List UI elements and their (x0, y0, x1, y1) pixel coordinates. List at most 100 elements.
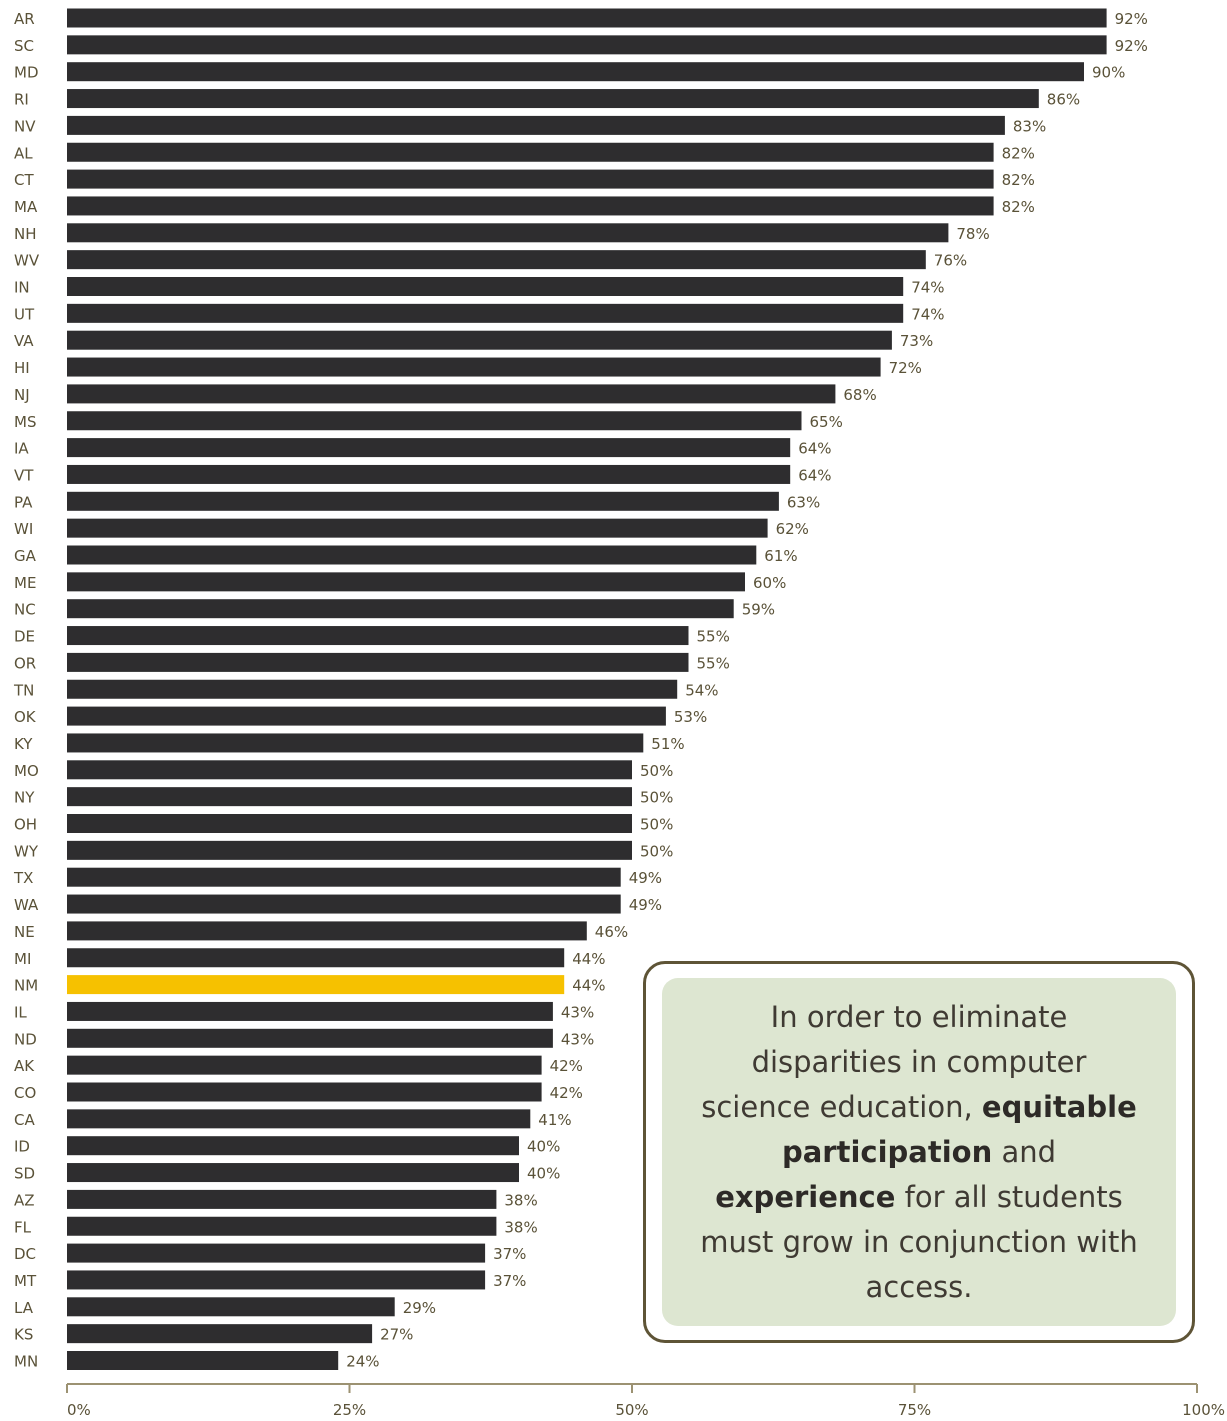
value-label-nj: 68% (843, 386, 876, 404)
bar-mi (67, 948, 565, 968)
category-label-ak: AK (14, 1057, 35, 1075)
bar-ri (67, 89, 1039, 109)
value-label-ma: 82% (1002, 198, 1035, 216)
value-label-ks: 27% (380, 1326, 413, 1344)
bar-ut (67, 303, 904, 323)
bar-ne (67, 921, 587, 941)
category-label-ne: NE (14, 923, 35, 941)
category-label-fl: FL (14, 1218, 32, 1236)
category-label-nh: NH (14, 225, 37, 243)
value-label-ut: 74% (911, 305, 944, 323)
category-label-ny: NY (14, 789, 35, 807)
bar-tn (67, 679, 678, 699)
value-label-mi: 44% (572, 950, 605, 968)
category-label-me: ME (14, 574, 36, 592)
value-label-ms: 65% (810, 413, 843, 431)
value-label-vt: 64% (798, 466, 831, 484)
category-label-nd: ND (14, 1030, 37, 1048)
value-label-tn: 54% (685, 681, 718, 699)
bar-tx (67, 867, 621, 887)
category-label-sd: SD (14, 1165, 35, 1183)
value-label-nd: 43% (561, 1030, 594, 1048)
category-label-co: CO (14, 1084, 36, 1102)
bar-ar (67, 8, 1107, 28)
value-label-hi: 72% (889, 359, 922, 377)
category-label-tn: TN (13, 681, 34, 699)
callout-box: In order to eliminate disparities in com… (643, 961, 1195, 1343)
callout-text: In order to eliminate disparities in com… (699, 995, 1139, 1310)
value-label-md: 90% (1092, 64, 1125, 82)
callout-bold-1: equitable participation (781, 1089, 1137, 1169)
bar-me (67, 572, 745, 592)
bar-ma (67, 196, 994, 216)
category-label-ks: KS (14, 1326, 33, 1344)
value-label-fl: 38% (504, 1218, 537, 1236)
value-label-wv: 76% (934, 252, 967, 270)
category-label-mt: MT (14, 1272, 37, 1290)
category-label-ms: MS (14, 413, 36, 431)
bar-wv (67, 250, 926, 270)
category-label-ia: IA (14, 440, 29, 458)
value-label-nm: 44% (572, 977, 605, 995)
bar-nm (67, 975, 565, 995)
bar-id (67, 1136, 519, 1156)
x-tick-label-50: 50% (615, 1401, 648, 1419)
bar-nc (67, 599, 734, 619)
bar-ok (67, 706, 666, 726)
value-label-az: 38% (504, 1191, 537, 1209)
bar-ky (67, 733, 644, 753)
bar-ks (67, 1324, 373, 1344)
x-tick-label-0: 0% (67, 1401, 91, 1419)
bar-wa (67, 894, 621, 914)
value-label-dc: 37% (493, 1245, 526, 1263)
value-label-ri: 86% (1047, 91, 1080, 109)
category-label-mn: MN (14, 1353, 38, 1371)
value-label-mo: 50% (640, 762, 673, 780)
value-label-oh: 50% (640, 816, 673, 834)
callout-bold-2: experience (715, 1179, 896, 1214)
category-label-ut: UT (14, 305, 35, 323)
bar-dc (67, 1243, 486, 1263)
value-label-in: 74% (911, 279, 944, 297)
category-label-nm: NM (14, 977, 38, 995)
category-label-mi: MI (14, 950, 31, 968)
bar-la (67, 1297, 395, 1317)
category-label-ri: RI (14, 91, 29, 109)
bar-hi (67, 357, 881, 377)
x-tick-label-100: 100% (1182, 1401, 1225, 1419)
bar-ny (67, 787, 632, 807)
value-label-ak: 42% (550, 1057, 583, 1075)
value-label-pa: 63% (787, 493, 820, 511)
value-label-nv: 83% (1013, 117, 1046, 135)
category-label-vt: VT (14, 466, 34, 484)
bar-ca (67, 1109, 531, 1129)
bar-or (67, 652, 689, 672)
value-label-ca: 41% (538, 1111, 571, 1129)
value-label-la: 29% (403, 1299, 436, 1317)
bar-ga (67, 545, 757, 565)
bar-pa (67, 491, 779, 511)
bar-mo (67, 760, 632, 780)
value-label-ny: 50% (640, 789, 673, 807)
bar-co (67, 1082, 542, 1102)
value-label-ar: 92% (1115, 10, 1148, 28)
category-label-az: AZ (14, 1191, 35, 1209)
value-label-co: 42% (550, 1084, 583, 1102)
category-label-tx: TX (13, 869, 33, 887)
category-label-wi: WI (14, 520, 33, 538)
bar-il (67, 1001, 553, 1021)
category-label-wv: WV (14, 252, 40, 270)
category-label-oh: OH (14, 816, 37, 834)
bar-nd (67, 1028, 553, 1048)
category-label-wy: WY (14, 842, 39, 860)
value-label-ky: 51% (651, 735, 684, 753)
value-label-mt: 37% (493, 1272, 526, 1290)
x-tick-label-75: 75% (898, 1401, 931, 1419)
bar-wi (67, 518, 768, 538)
callout-panel: In order to eliminate disparities in com… (662, 978, 1176, 1326)
category-label-ky: KY (14, 735, 33, 753)
category-label-nj: NJ (14, 386, 30, 404)
bar-fl (67, 1216, 497, 1236)
category-label-ma: MA (14, 198, 38, 216)
